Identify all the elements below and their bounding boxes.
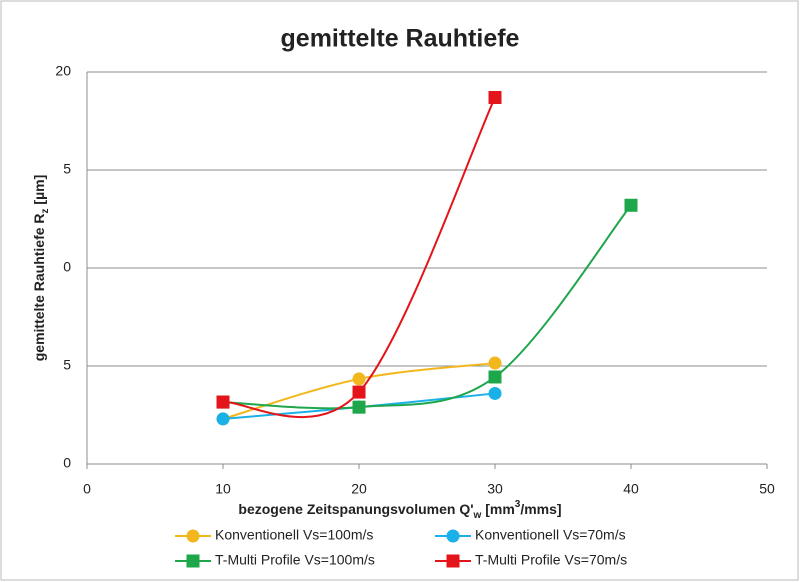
x-axis-label: bezogene Zeitspanungsvolumen Q'w [mm3/mm…	[238, 499, 561, 521]
data-point	[352, 400, 366, 414]
y-axis-label-part: [µm]	[31, 175, 47, 209]
chart-title: gemittelte Rauhtiefe	[281, 25, 520, 53]
series-line	[222, 204, 632, 410]
x-tick-label: 20	[351, 481, 367, 497]
y-tick-label: 0	[63, 455, 71, 471]
y-tick-label: 20	[55, 63, 71, 79]
x-axis-label-part: bezogene Zeitspanungsvolumen Q'	[238, 501, 473, 517]
data-point	[352, 385, 366, 399]
y-tick-label: 5	[63, 357, 71, 373]
x-tick-label: 0	[83, 481, 91, 497]
y-tick-label: 5	[63, 161, 71, 177]
legend-swatch-marker	[186, 529, 200, 543]
data-point	[624, 198, 638, 212]
x-tick-label: 40	[623, 481, 639, 497]
data-point	[216, 412, 230, 426]
data-point	[488, 356, 502, 370]
y-tick-label: 0	[63, 259, 71, 275]
x-tick-label: 10	[215, 481, 231, 497]
y-axis-label: gemittelte Rauhtiefe Rz [µm]	[31, 175, 51, 362]
legend-label: T-Multi Profile Vs=100m/s	[215, 552, 375, 568]
legend-swatch-marker	[446, 554, 460, 568]
data-point	[216, 395, 230, 409]
y-axis-label-part: gemittelte Rauhtiefe R	[31, 213, 47, 361]
legend-label: Konventionell Vs=100m/s	[215, 527, 373, 543]
legend-swatch-marker	[186, 554, 200, 568]
x-axis-label-part: /mms]	[520, 501, 561, 517]
legend-label: Konventionell Vs=70m/s	[475, 527, 626, 543]
x-axis-label-sub: w	[473, 510, 482, 521]
x-axis-label-part: [mm	[481, 501, 514, 517]
data-point	[352, 372, 366, 386]
legend-swatch-marker	[446, 529, 460, 543]
legend-label: T-Multi Profile Vs=70m/s	[475, 552, 627, 568]
series-line	[222, 97, 496, 419]
x-tick-label: 30	[487, 481, 503, 497]
data-point	[488, 90, 502, 104]
x-axis-label-sup: 3	[515, 499, 521, 510]
data-point	[488, 386, 502, 400]
y-axis-label-sub: z	[40, 208, 51, 213]
x-tick-label: 50	[759, 481, 775, 497]
data-point	[488, 370, 502, 384]
